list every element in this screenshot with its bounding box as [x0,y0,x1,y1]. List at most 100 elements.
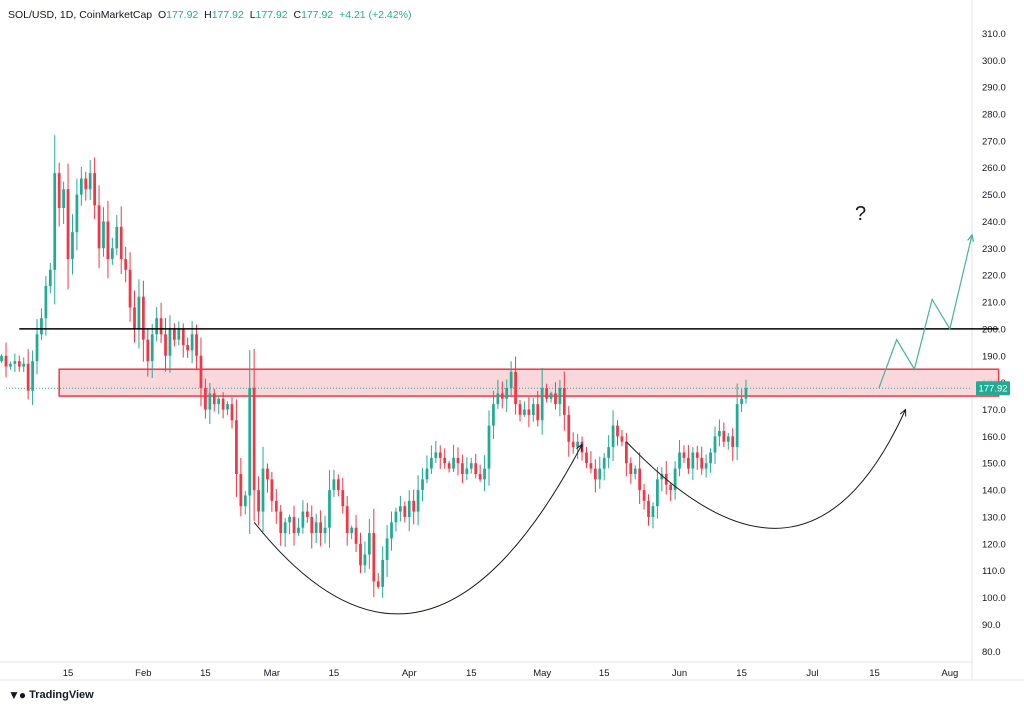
candle-body [66,189,70,260]
candle-body [341,490,345,507]
legend-low-label: L [249,9,256,21]
candle-body [71,232,74,260]
legend-open-value: 177.92 [166,9,199,21]
candle-body [576,441,579,448]
candle-body [385,538,389,560]
candle-body [567,414,571,442]
candle-body [616,425,619,437]
candle-body [212,393,216,405]
candle-body [332,479,336,491]
candle-body [669,484,673,491]
candle-body [221,398,225,410]
candle-body [478,473,482,480]
y-tick-label: 120.0 [982,539,1006,550]
candle-body [48,269,52,286]
candle-body [110,248,114,260]
x-tick-label: 15 [329,668,340,679]
legend-high-value: 177.92 [211,9,244,21]
candle-body [181,328,185,346]
tradingview-brand[interactable]: ▼● TradingView [8,688,94,702]
candle-body [394,511,398,523]
candle-body [261,468,265,512]
x-tick-label: 15 [599,668,610,679]
candle-body [509,371,513,389]
legend-change-value: +4.21 (+2.42%) [339,9,412,21]
candle-body [624,441,628,464]
x-tick-label: Mar [264,668,280,679]
candle-body [173,328,176,340]
cup-arrowhead [576,443,583,452]
x-tick-label: Feb [135,668,151,679]
candle-body [106,221,110,260]
candle-body [718,430,721,437]
candle-body [367,533,371,555]
candle-body [421,479,424,491]
candle-body [252,388,256,491]
candle-body [461,463,464,474]
question-mark-annotation: ? [855,203,867,225]
candle-body [607,447,611,458]
candle-body [554,393,557,405]
candle-body [354,527,358,544]
candle-body [217,398,221,405]
candle-body [155,318,159,335]
candle-body [452,457,455,469]
candle-body [527,409,531,415]
candle-body [283,522,287,534]
candle-body [35,334,39,362]
candle-body [740,398,743,405]
y-tick-label: 80.0 [982,647,1001,658]
candle-body [381,559,385,587]
candle-body [195,334,198,356]
candle-body [292,516,296,534]
candle-body [79,178,83,195]
x-tick-label: 15 [466,668,477,679]
tradingview-logo-icon: ▼● [8,688,26,702]
candle-body [704,463,708,469]
candle-body [682,452,686,458]
candle-body [13,361,17,364]
candle-body [709,452,712,464]
y-tick-label: 190.0 [982,351,1006,362]
candle-body [177,328,181,340]
candle-body [549,393,553,399]
candle-body [97,205,101,249]
y-tick-label: 160.0 [982,432,1006,443]
candle-body [168,328,172,356]
candle-body [531,404,535,415]
candle-body [208,393,212,410]
candle-body [4,355,8,367]
candle-body [558,388,562,405]
candle-body [319,522,322,534]
candle-body [93,173,96,206]
candle-body [518,404,522,415]
candle-body [248,388,252,496]
price-tag-label: 177.92 [978,384,1007,395]
candle-body [376,581,380,587]
candle-body [164,334,167,356]
candle-body [514,371,517,405]
candle-body [336,479,340,491]
y-tick-label: 140.0 [982,486,1006,497]
candle-body [53,173,57,270]
candle-body [270,479,274,501]
y-tick-label: 110.0 [982,566,1005,577]
candle-body [434,452,438,458]
candle-body [0,355,3,362]
candle-body [297,527,300,534]
legend-open-label: O [157,9,167,21]
candle-body [345,506,349,534]
candle-body [133,307,136,329]
candle-body [673,468,677,491]
x-tick-label: 15 [869,668,880,679]
candle-body [545,388,548,399]
candle-body [540,388,544,421]
candle-body [301,511,305,528]
candle-body [141,296,145,340]
candle-body [726,436,730,442]
candle-body [40,318,43,335]
candle-body [44,285,48,319]
candle-body [190,334,194,351]
candle-body [656,479,659,507]
